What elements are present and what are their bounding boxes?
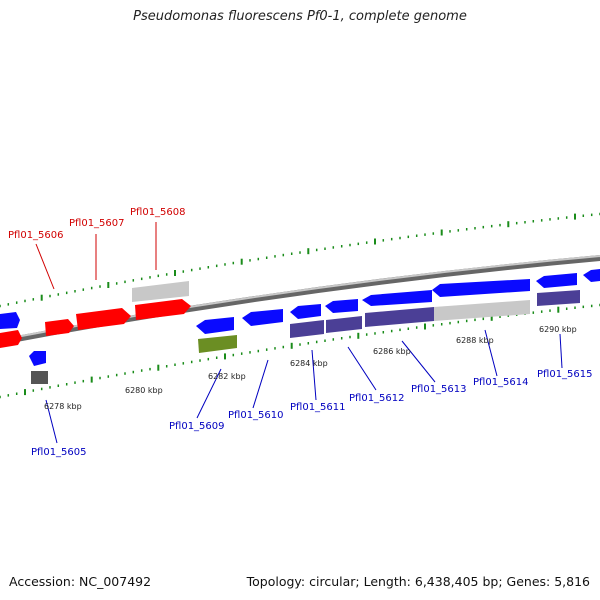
- gene-label[interactable]: Pfl01_5611: [290, 402, 346, 413]
- reverse-strand-genes: [0, 290, 580, 384]
- outer-tick-ruler: [0, 212, 600, 308]
- gene-arrow[interactable]: [290, 304, 321, 319]
- gene-arrow[interactable]: [432, 279, 530, 297]
- inner-tick-ruler: [0, 303, 600, 399]
- gene-box[interactable]: [198, 335, 237, 353]
- gene-box[interactable]: [537, 290, 580, 306]
- gene-arrow[interactable]: [196, 317, 234, 334]
- gene-arrow[interactable]: [135, 299, 191, 320]
- gene-label[interactable]: Pfl01_5605: [31, 447, 87, 458]
- gene-box[interactable]: [132, 281, 189, 302]
- gene-box[interactable]: [326, 316, 362, 333]
- gene-label[interactable]: Pfl01_5610: [228, 410, 284, 421]
- gene-labels: Pfl01_5606 Pfl01_5607 Pfl01_5608 Pfl01_5…: [8, 207, 593, 458]
- gene-box[interactable]: [290, 320, 324, 338]
- gene-arrow[interactable]: [583, 269, 600, 282]
- gene-box[interactable]: [434, 300, 530, 321]
- gene-arrow[interactable]: [0, 312, 20, 329]
- gene-label[interactable]: Pfl01_5606: [8, 230, 64, 241]
- gene-label[interactable]: Pfl01_5613: [411, 384, 467, 395]
- gene-arrow[interactable]: [0, 330, 22, 348]
- scale-label: 6288 kbp: [456, 336, 494, 345]
- gene-arrow[interactable]: [536, 273, 577, 288]
- gene-arrow[interactable]: [325, 299, 358, 313]
- gene-arrow[interactable]: [362, 290, 432, 306]
- gene-label[interactable]: Pfl01_5609: [169, 421, 225, 432]
- gene-arrow[interactable]: [45, 319, 74, 336]
- gene-label[interactable]: Pfl01_5607: [69, 218, 125, 229]
- scale-label: 6284 kbp: [290, 359, 328, 368]
- gene-label[interactable]: Pfl01_5608: [130, 207, 186, 218]
- gene-box[interactable]: [365, 307, 434, 327]
- forward-strand-genes: [0, 269, 600, 336]
- accession-text: Accession: NC_007492: [9, 574, 152, 589]
- genome-title: Pseudomonas fluorescens Pf0-1, complete …: [133, 9, 467, 24]
- scale-label: 6290 kbp: [539, 325, 577, 334]
- scale-label: 6286 kbp: [373, 347, 411, 356]
- gene-box[interactable]: [31, 371, 48, 384]
- gene-label[interactable]: Pfl01_5614: [473, 377, 529, 388]
- gene-label[interactable]: Pfl01_5615: [537, 369, 593, 380]
- scale-label: 6280 kbp: [125, 386, 163, 395]
- scale-label: 6278 kbp: [44, 402, 82, 411]
- gene-arrow[interactable]: [242, 309, 283, 326]
- gene-label[interactable]: Pfl01_5612: [349, 393, 405, 404]
- gene-arrow[interactable]: [76, 308, 131, 330]
- scale-label: 6282 kbp: [208, 372, 246, 381]
- label-leader-lines: [35, 222, 563, 444]
- gene-arrow[interactable]: [29, 351, 46, 366]
- scale-labels: 6278 kbp 6280 kbp 6282 kbp 6284 kbp 6286…: [44, 325, 577, 411]
- genome-summary-text: Topology: circular; Length: 6,438,405 bp…: [246, 574, 590, 589]
